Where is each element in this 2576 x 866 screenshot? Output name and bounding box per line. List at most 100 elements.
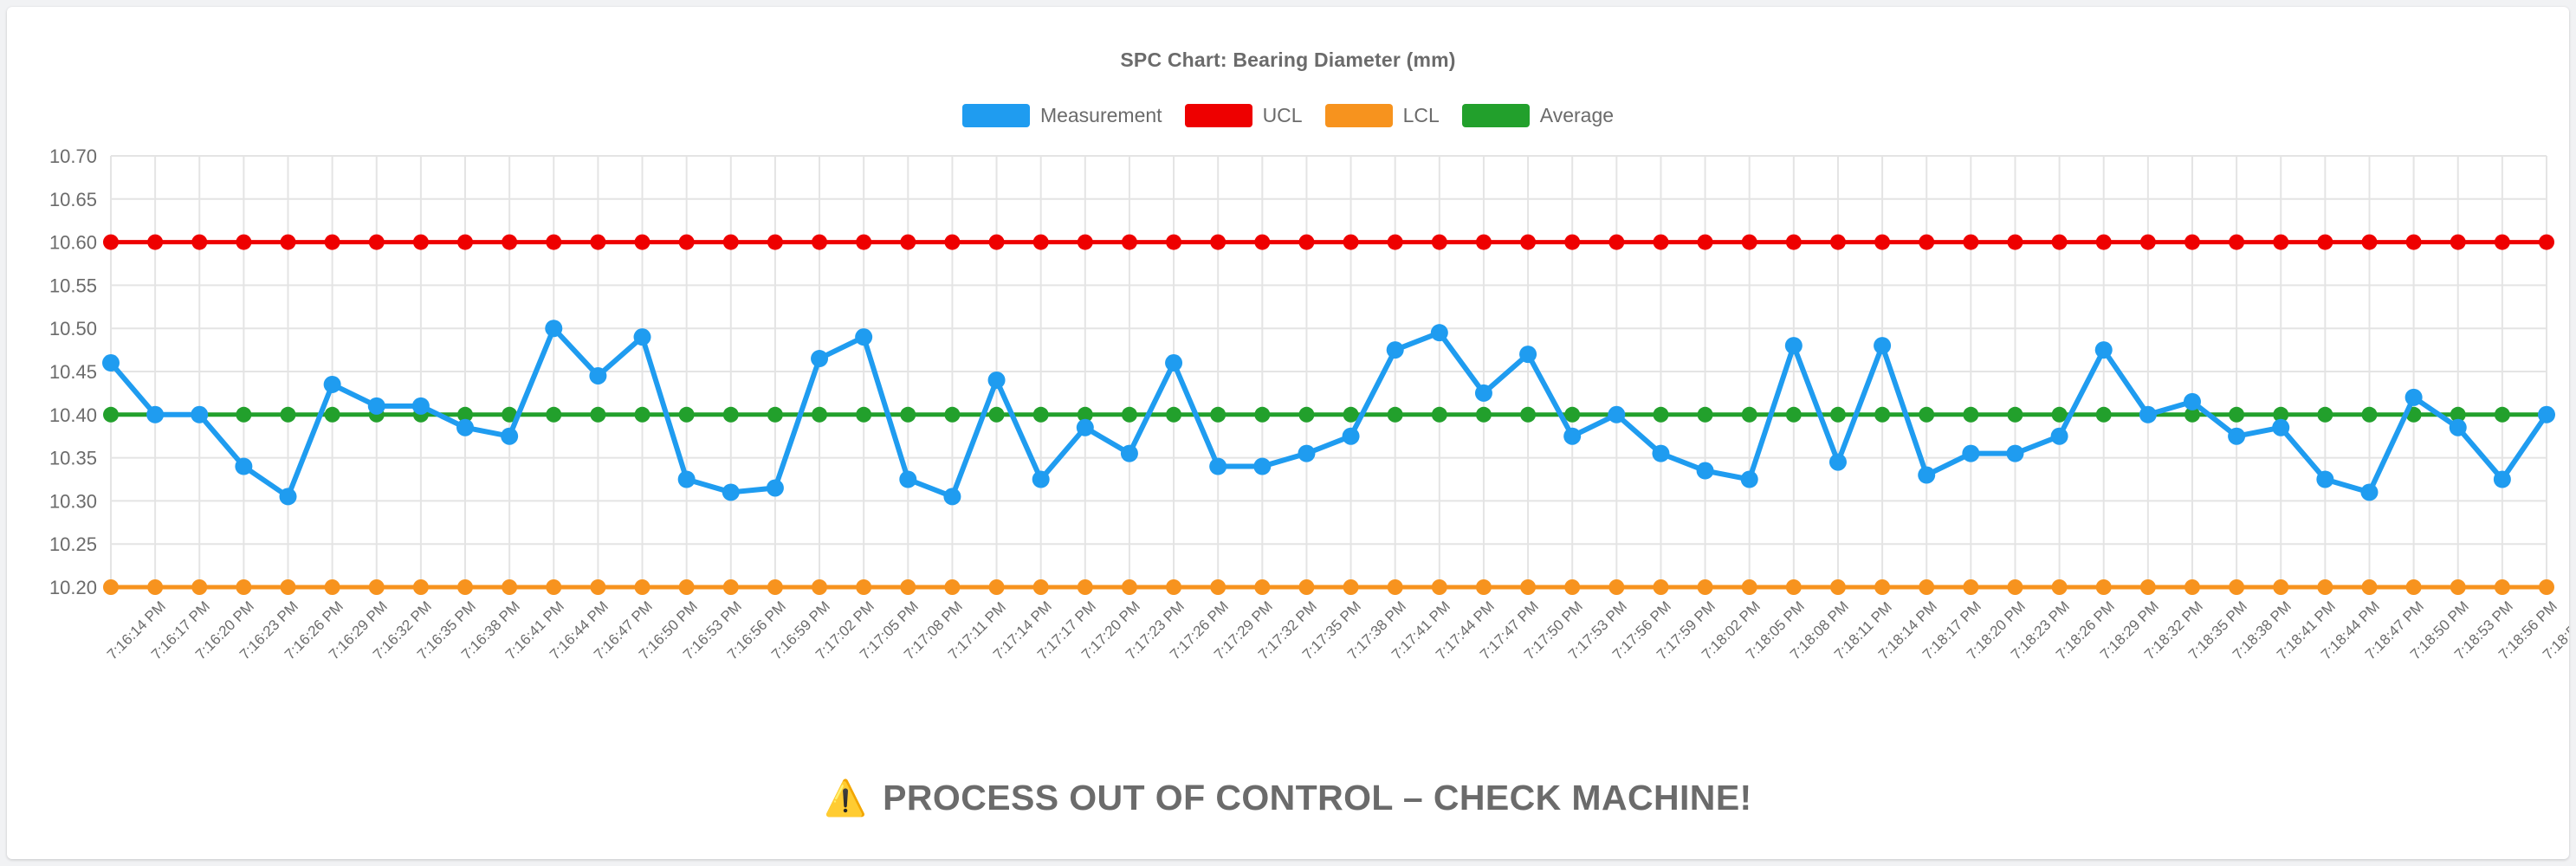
series-point-measurement[interactable] — [146, 405, 165, 423]
series-point-lcl — [856, 579, 872, 595]
series-point-average — [2051, 406, 2068, 423]
series-point-measurement[interactable] — [1563, 427, 1582, 445]
series-point-lcl — [147, 579, 164, 595]
series-point-measurement[interactable] — [2316, 470, 2334, 488]
series-point-average — [1121, 406, 1137, 423]
series-point-lcl — [1298, 579, 1315, 595]
y-tick-label: 10.55 — [49, 275, 97, 296]
series-point-measurement[interactable] — [2272, 418, 2290, 436]
legend-label: UCL — [1262, 104, 1303, 126]
series-point-measurement[interactable] — [456, 418, 475, 436]
series-point-average — [2273, 406, 2289, 423]
series-point-measurement[interactable] — [2183, 392, 2201, 410]
series-point-measurement[interactable] — [1386, 341, 1404, 359]
series-point-lcl — [368, 579, 385, 595]
series-point-lcl — [1963, 579, 1979, 595]
spc-chart-card: SPC Chart: Bearing Diameter (mm) Measure… — [7, 7, 2569, 859]
series-point-measurement[interactable] — [1209, 457, 1227, 475]
series-point-measurement[interactable] — [589, 366, 607, 385]
series-point-measurement[interactable] — [2228, 427, 2246, 445]
series-point-lcl — [1608, 579, 1625, 595]
series-point-measurement[interactable] — [1474, 384, 1492, 402]
series-point-measurement[interactable] — [811, 350, 829, 368]
series-point-measurement[interactable] — [1076, 418, 1094, 436]
series-point-average — [944, 406, 961, 423]
y-tick-label: 10.20 — [49, 577, 97, 598]
y-tick-label: 10.50 — [49, 318, 97, 339]
series-point-measurement[interactable] — [279, 488, 297, 506]
series-point-measurement[interactable] — [1165, 354, 1183, 372]
series-point-measurement[interactable] — [1253, 457, 1272, 475]
series-point-measurement[interactable] — [2538, 405, 2555, 423]
series-point-measurement[interactable] — [2449, 418, 2467, 436]
series-point-lcl — [1431, 579, 1447, 595]
series-point-measurement[interactable] — [1120, 444, 1138, 462]
series-point-average — [2494, 406, 2510, 423]
series-point-measurement[interactable] — [2404, 388, 2423, 406]
chart-legend: Measurement UCL LCL Average — [7, 104, 2569, 127]
series-point-measurement[interactable] — [501, 427, 519, 445]
series-point-ucl — [812, 234, 828, 250]
series-point-measurement[interactable] — [677, 470, 696, 488]
legend-item-ucl[interactable]: UCL — [1184, 104, 1303, 127]
series-point-average — [1653, 406, 1669, 423]
series-point-ucl — [1166, 234, 1182, 250]
series-point-measurement[interactable] — [1962, 444, 1980, 462]
series-point-measurement[interactable] — [1918, 466, 1936, 484]
y-tick-label: 10.45 — [49, 361, 97, 383]
legend-item-measurement[interactable]: Measurement — [961, 104, 1162, 127]
series-point-lcl — [1032, 579, 1049, 595]
series-point-ucl — [944, 234, 961, 250]
series-point-lcl — [634, 579, 650, 595]
series-point-measurement[interactable] — [2493, 470, 2511, 488]
series-point-measurement[interactable] — [1519, 346, 1537, 364]
series-point-average — [1829, 406, 1846, 423]
series-point-measurement[interactable] — [2360, 483, 2379, 501]
legend-item-average[interactable]: Average — [1461, 104, 1614, 127]
series-point-average — [502, 406, 518, 423]
warning-triangle-icon: ⚠️ — [824, 779, 868, 818]
series-point-measurement[interactable] — [1608, 405, 1626, 423]
series-point-measurement[interactable] — [1784, 337, 1803, 355]
series-point-lcl — [236, 579, 252, 595]
series-point-measurement[interactable] — [1342, 427, 1360, 445]
series-point-measurement[interactable] — [987, 371, 1006, 389]
series-point-measurement[interactable] — [943, 488, 961, 506]
series-point-lcl — [678, 579, 695, 595]
series-point-measurement[interactable] — [1740, 470, 1758, 488]
series-point-average — [2095, 406, 2112, 423]
series-point-measurement[interactable] — [323, 375, 341, 393]
series-point-lcl — [1564, 579, 1581, 595]
series-point-measurement[interactable] — [1696, 462, 1714, 480]
series-point-measurement[interactable] — [191, 405, 209, 423]
series-point-ucl — [2539, 234, 2554, 250]
series-point-measurement[interactable] — [367, 397, 385, 415]
series-point-measurement[interactable] — [899, 470, 917, 488]
series-point-measurement[interactable] — [2094, 341, 2113, 359]
series-point-measurement[interactable] — [102, 354, 120, 372]
legend-item-lcl[interactable]: LCL — [1324, 104, 1440, 127]
series-point-measurement[interactable] — [1874, 337, 1892, 355]
series-point-ucl — [1829, 234, 1846, 250]
series-point-measurement[interactable] — [2006, 444, 2024, 462]
series-point-lcl — [2184, 579, 2200, 595]
series-point-measurement[interactable] — [633, 328, 651, 346]
series-point-measurement[interactable] — [2139, 405, 2157, 423]
series-point-measurement[interactable] — [1298, 444, 1316, 462]
series-point-measurement[interactable] — [722, 483, 740, 501]
series-point-ucl — [1608, 234, 1625, 250]
series-point-ucl — [590, 234, 606, 250]
series-point-lcl — [1697, 579, 1713, 595]
series-point-measurement[interactable] — [855, 328, 873, 346]
series-point-measurement[interactable] — [1828, 453, 1847, 471]
series-point-measurement[interactable] — [1652, 444, 1670, 462]
series-point-measurement[interactable] — [766, 479, 784, 497]
legend-swatch-ucl — [1184, 104, 1252, 127]
series-point-measurement[interactable] — [411, 397, 430, 415]
series-point-measurement[interactable] — [1430, 324, 1448, 342]
series-point-measurement[interactable] — [1032, 470, 1050, 488]
series-point-measurement[interactable] — [235, 457, 253, 475]
series-point-measurement[interactable] — [2050, 427, 2068, 445]
series-point-average — [2184, 406, 2200, 423]
series-point-measurement[interactable] — [545, 320, 563, 338]
